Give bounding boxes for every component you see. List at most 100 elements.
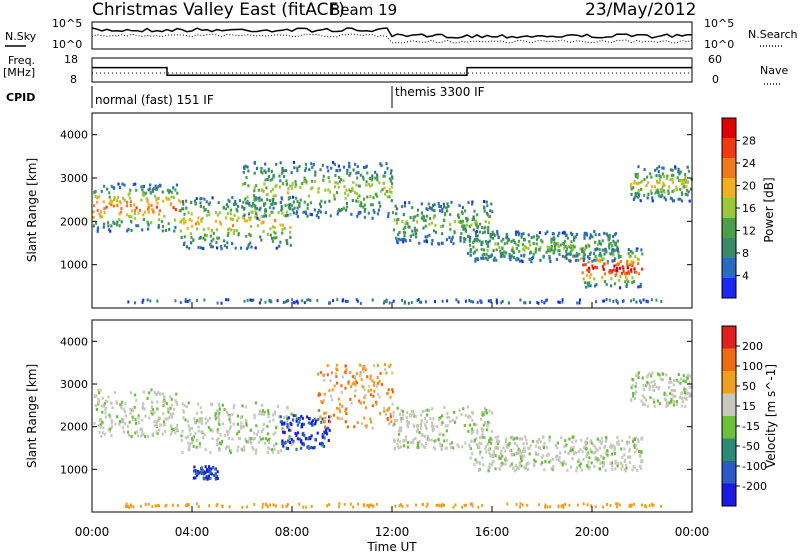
data-cell xyxy=(581,271,584,275)
data-cell xyxy=(575,451,578,455)
data-cell xyxy=(683,178,686,182)
data-cell xyxy=(364,394,367,397)
data-cell xyxy=(608,242,611,246)
data-cell xyxy=(381,383,384,386)
freq-right-tick-top: 60 xyxy=(708,53,722,66)
data-cell xyxy=(420,211,423,215)
data-cell xyxy=(289,421,292,425)
data-cell xyxy=(134,431,137,435)
data-cell xyxy=(633,267,636,271)
data-cell xyxy=(535,237,538,241)
data-cell xyxy=(161,225,165,228)
data-cell xyxy=(389,415,392,419)
data-cell xyxy=(369,184,372,188)
data-cell xyxy=(563,230,566,234)
data-cell xyxy=(333,384,336,388)
data-cell xyxy=(167,407,170,411)
data-cell xyxy=(655,298,658,302)
data-cell xyxy=(176,191,179,195)
data-cell xyxy=(388,406,391,410)
data-cell xyxy=(180,438,183,442)
data-cell xyxy=(269,233,272,237)
data-cell xyxy=(485,411,488,415)
data-cell xyxy=(123,421,126,425)
data-cell xyxy=(390,420,393,424)
data-cell xyxy=(258,218,261,222)
data-cell xyxy=(509,449,512,453)
data-cell xyxy=(344,371,347,375)
data-cell xyxy=(186,300,189,303)
data-cell xyxy=(500,301,503,305)
data-cell xyxy=(416,441,419,445)
data-cell xyxy=(317,190,320,194)
data-cell xyxy=(473,462,476,466)
data-cell xyxy=(193,465,196,469)
data-cell xyxy=(107,221,110,225)
data-cell xyxy=(303,176,306,180)
data-cell xyxy=(609,252,612,256)
data-cell xyxy=(375,402,378,406)
data-cell xyxy=(466,219,469,223)
data-cell xyxy=(264,441,267,445)
data-cell xyxy=(520,459,523,463)
data-cell xyxy=(328,180,331,184)
data-cell xyxy=(291,208,294,212)
data-cell xyxy=(513,256,516,259)
data-cell xyxy=(584,443,587,447)
data-cell xyxy=(99,210,102,214)
data-cell xyxy=(92,215,95,219)
power-colorbar-swatch xyxy=(722,238,736,259)
data-cell xyxy=(414,414,417,418)
data-cell xyxy=(148,416,151,420)
data-cell xyxy=(606,261,609,265)
data-cell xyxy=(204,417,207,420)
data-cell xyxy=(356,299,359,303)
data-cell xyxy=(586,452,589,456)
data-cell xyxy=(672,403,676,407)
data-cell xyxy=(288,184,292,188)
data-cell xyxy=(482,252,486,256)
data-cell xyxy=(286,423,289,427)
data-cell xyxy=(368,384,371,388)
data-cell xyxy=(267,175,270,179)
data-cell xyxy=(664,198,667,202)
data-cell xyxy=(286,447,289,451)
data-cell xyxy=(252,194,256,197)
data-cell xyxy=(344,409,347,413)
data-cell xyxy=(640,458,643,462)
data-cell xyxy=(612,299,615,303)
data-cell xyxy=(633,443,636,447)
data-cell xyxy=(92,224,95,228)
data-cell xyxy=(110,203,113,207)
data-cell xyxy=(225,410,228,414)
data-cell xyxy=(300,439,303,443)
data-cell xyxy=(678,178,682,182)
data-cell xyxy=(675,400,678,404)
data-cell xyxy=(579,247,582,251)
data-cell xyxy=(598,446,601,450)
data-cell xyxy=(532,242,535,245)
data-cell xyxy=(625,285,628,288)
data-cell xyxy=(246,219,249,223)
data-cell xyxy=(679,381,682,385)
data-cell xyxy=(674,165,677,169)
data-cell xyxy=(202,205,205,209)
data-cell xyxy=(449,442,452,446)
data-cell xyxy=(112,204,116,208)
data-cell xyxy=(492,232,495,236)
data-cell xyxy=(352,180,355,184)
velocity-ytick-label: 3000 xyxy=(60,378,88,391)
data-cell xyxy=(677,167,680,171)
data-cell xyxy=(246,199,249,203)
data-cell xyxy=(185,245,188,249)
data-cell xyxy=(338,168,341,172)
data-cell xyxy=(287,197,290,201)
data-cell xyxy=(378,181,381,185)
data-cell xyxy=(668,401,671,405)
data-cell xyxy=(592,443,595,447)
data-cell xyxy=(126,213,129,217)
data-cell xyxy=(290,412,293,416)
data-cell xyxy=(617,250,620,254)
data-cell xyxy=(366,195,369,199)
data-cell xyxy=(289,225,292,229)
